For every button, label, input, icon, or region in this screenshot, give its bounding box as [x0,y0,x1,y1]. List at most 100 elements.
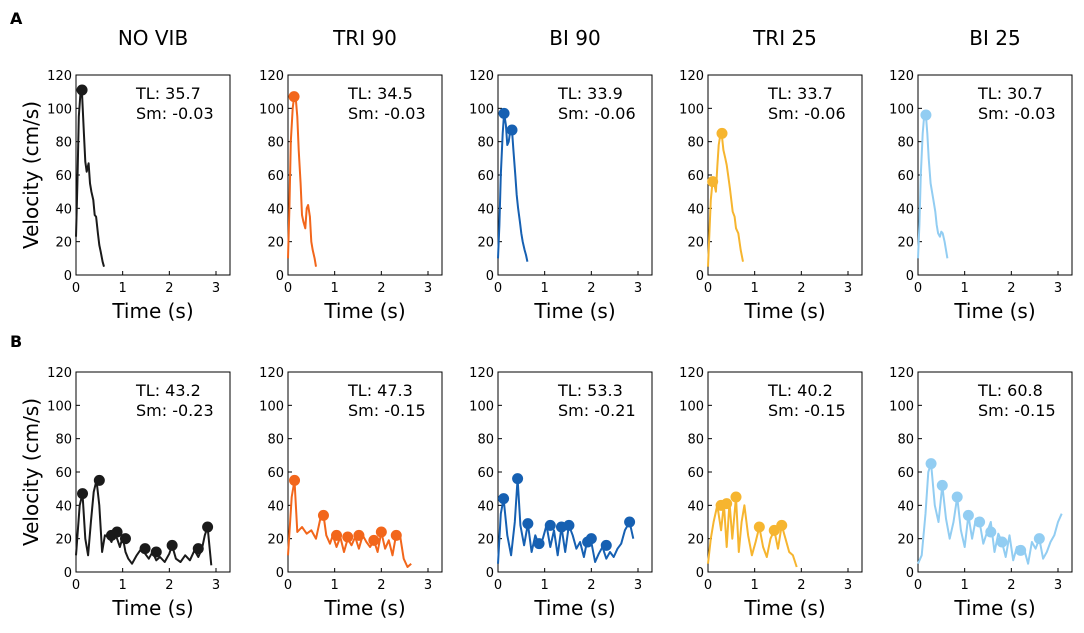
chart-a-4-ytick-label: 120 [679,69,704,84]
chart-a-5-sm-value: Sm: -0.03 [978,104,1056,123]
chart-b-3-velocity-line [497,477,635,564]
chart-b-5-peak-marker [996,536,1008,548]
chart-b-1-ytick-label: 0 [64,566,72,581]
chart-a-1-peak-marker [76,84,88,96]
chart-a-3-ytick-label: 60 [477,169,494,184]
chart-b-2-peak-marker [390,529,402,541]
chart-b-2-ytick-label: 40 [267,499,284,514]
chart-a-5-ytick-label: 120 [889,69,914,84]
chart-a-5-ytick-label: 20 [897,236,914,251]
chart-b-3-peak-marker [522,518,534,530]
chart-b-1-annotation: TL: 43.2Sm: -0.23 [135,381,214,420]
chart-b-1-xtick-label: 2 [165,578,173,593]
panel-label-a: A [10,9,23,28]
panel-labels: A B [10,9,23,351]
chart-b-4-tl-value: TL: 40.2 [767,381,833,400]
chart-b-1-peak-marker [166,539,178,551]
chart-a-5-xtick-label: 1 [961,281,969,296]
chart-a-2-ytick-label: 40 [267,202,284,217]
chart-b-5-ytick-label: 20 [897,533,914,548]
chart-a-3-ytick-label: 80 [477,136,494,151]
chart-a-5: BI 25 0 20 40 60 80 100 120 0 1 2 3 Time (s) TL: 30.7… [889,26,1073,323]
chart-a-3-ytick-label: 120 [469,69,494,84]
chart-a-2-ytick-label: 120 [259,69,284,84]
chart-b-3-ytick-label: 60 [477,466,494,481]
chart-b-4: 0 20 40 60 80 100 120 0 1 2 3 Time (s) TL: 40.2Sm: -… [679,366,863,620]
chart-b-1-ytick-label: 100 [47,399,72,414]
chart-b-2-ytick-label: 100 [259,399,284,414]
chart-a-2-sm-value: Sm: -0.03 [348,104,426,123]
chart-a-1-velocity-line [75,89,105,267]
chart-a-3-peak-marker [506,124,518,136]
chart-b-1-xlabel: Time (s) [111,596,193,620]
chart-a-2-xtick-label: 1 [331,281,339,296]
chart-b-2-annotation: TL: 47.3Sm: -0.15 [347,381,426,420]
chart-a-2-ytick-label: 100 [259,102,284,117]
chart-b-1-ytick-label: 80 [55,433,72,448]
chart-a-5-title: BI 25 [969,26,1020,50]
chart-a-1-ytick-label: 0 [64,269,72,284]
chart-a-4-xlabel: Time (s) [743,299,825,323]
chart-b-5-peak-marker [985,526,997,538]
chart-b-1-tl-value: TL: 43.2 [135,381,201,400]
chart-b-4-xtick-label: 0 [704,578,712,593]
chart-a-2-xtick-label: 0 [284,281,292,296]
chart-a-4-xtick-label: 3 [844,281,852,296]
chart-b-5-sm-value: Sm: -0.15 [978,401,1056,420]
chart-a-4-tl-value: TL: 33.7 [767,84,833,103]
chart-a-1-ytick-label: 100 [47,102,72,117]
chart-a-2-velocity-line [287,95,317,267]
chart-b-5-peak-marker [974,516,986,528]
chart-b-4-peak-marker [776,519,788,531]
chart-b-1-peak-marker [139,543,151,555]
chart-a-3-ytick-label: 0 [486,269,494,284]
chart-b-3-peak-marker [585,533,597,545]
chart-b-5-ytick-label: 40 [897,499,914,514]
chart-a-4-ytick-label: 80 [687,136,704,151]
chart-a-4: TRI 25 0 20 40 60 80 100 120 0 1 2 3 Time (s) TL: 33.… [679,26,863,323]
chart-a-2-ytick-label: 80 [267,136,284,151]
chart-b-3: 0 20 40 60 80 100 120 0 1 2 3 Time (s) TL: 53.3Sm: -… [469,366,653,620]
chart-b-5-peak-marker [925,458,937,470]
chart-a-1-xtick-label: 0 [72,281,80,296]
chart-b-1-ytick-label: 20 [55,533,72,548]
chart-a-1-xtick-label: 3 [212,281,220,296]
chart-b-2-peak-marker [331,529,343,541]
chart-a-1-title: NO VIB [118,26,188,50]
chart-a-3: BI 90 0 20 40 60 80 100 120 0 1 2 3 Time (s) TL: 33.9… [469,26,653,323]
chart-b-1-ytick-label: 60 [55,466,72,481]
chart-b-5-xtick-label: 0 [914,578,922,593]
chart-b-2-peak-marker [353,529,365,541]
chart-b-3-peak-marker [600,539,612,551]
chart-b-2-xtick-label: 3 [424,578,432,593]
chart-a-1-xtick-label: 2 [165,281,173,296]
panel-label-b: B [10,332,22,351]
chart-a-2-ytick-label: 0 [276,269,284,284]
chart-b-1: 0 20 40 60 80 100 120 0 1 2 3 Time (s) Velocity (cm/… [19,366,231,620]
chart-b-2-ytick-label: 120 [259,366,284,381]
chart-a-3-ytick-label: 20 [477,236,494,251]
chart-a-5-annotation: TL: 30.7Sm: -0.03 [977,84,1056,123]
chart-b-4-xlabel: Time (s) [743,596,825,620]
chart-a-1-ytick-label: 60 [55,169,72,184]
chart-b-3-peak-marker [563,519,575,531]
chart-b-1-ylabel: Velocity (cm/s) [19,398,43,546]
chart-a-4-peak-marker [716,127,728,139]
chart-b-4-xtick-label: 1 [751,578,759,593]
chart-b-3-xtick-label: 0 [494,578,502,593]
chart-b-2-velocity-line [287,479,412,568]
chart-b-2-peak-marker [375,526,387,538]
chart-b-3-ytick-label: 20 [477,533,494,548]
chart-b-5-annotation: TL: 60.8Sm: -0.15 [977,381,1056,420]
chart-a-3-xtick-label: 3 [634,281,642,296]
chart-a-1-tl-value: TL: 35.7 [135,84,201,103]
chart-a-4-xtick-label: 1 [751,281,759,296]
chart-a-1-ytick-label: 120 [47,69,72,84]
chart-b-3-tl-value: TL: 53.3 [557,381,623,400]
chart-a-1-ytick-label: 40 [55,202,72,217]
chart-a-3-annotation: TL: 33.9Sm: -0.06 [557,84,636,123]
chart-b-2-xtick-label: 0 [284,578,292,593]
chart-b-3-xtick-label: 3 [634,578,642,593]
chart-a-5-xtick-label: 3 [1054,281,1062,296]
